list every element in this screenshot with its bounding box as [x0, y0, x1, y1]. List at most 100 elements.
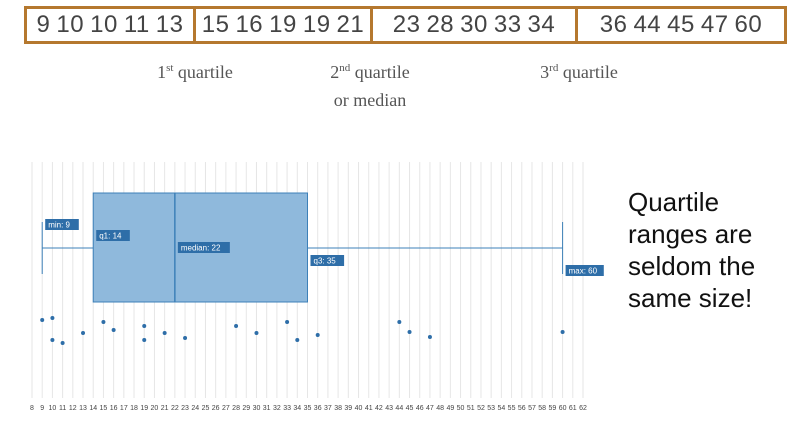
data-point	[142, 338, 147, 342]
group-3: 23 28 30 33 34	[370, 6, 578, 44]
data-point	[285, 320, 290, 324]
tick-label: 16	[110, 405, 118, 412]
data-point	[81, 331, 86, 335]
tick-label: 9	[40, 405, 44, 412]
tick-label: 8	[30, 405, 34, 412]
tick-label: 48	[436, 405, 444, 412]
tick-label: 47	[426, 405, 434, 412]
tick-label: 57	[528, 405, 536, 412]
tick-label: 23	[181, 405, 189, 412]
tick-label: 17	[120, 405, 128, 412]
tick-label: 53	[487, 405, 495, 412]
data-point	[111, 328, 116, 332]
data-point	[560, 330, 565, 334]
number: 33	[493, 11, 522, 38]
data-point	[183, 336, 188, 340]
tick-label: 38	[334, 405, 342, 412]
tick-label: 12	[69, 405, 77, 412]
data-point	[234, 324, 239, 328]
side-note: Quartile ranges are seldom the same size…	[628, 186, 798, 314]
tick-label: 49	[446, 405, 454, 412]
tick-label: 31	[263, 405, 271, 412]
number: 28	[426, 11, 455, 38]
box-plot-chart: 8 9 10 11 12 13 14 15 16 17 18 19 20 21 22 23 24 25 26 27 28…	[30, 162, 604, 412]
data-point	[427, 335, 432, 339]
data-point	[101, 320, 106, 324]
number: 45	[667, 11, 695, 38]
number: 44	[633, 11, 662, 38]
tick-label: 29	[242, 405, 250, 412]
tick-label: 21	[161, 405, 169, 412]
tick-label: 26	[212, 405, 220, 412]
tick-label: 19	[140, 405, 148, 412]
tick-label: 59	[548, 405, 556, 412]
median-tag	[177, 242, 230, 253]
data-point	[60, 341, 65, 345]
tick-label: 20	[151, 405, 159, 412]
data-point	[295, 338, 300, 342]
tick-label: 10	[49, 405, 57, 412]
data-point	[50, 338, 55, 342]
tick-label: 56	[518, 405, 526, 412]
q2-label: 2nd quartile or median	[330, 62, 410, 110]
number: 9	[36, 11, 51, 38]
number: 13	[155, 11, 184, 38]
tick-label: 28	[232, 405, 240, 412]
number: 36	[599, 11, 628, 38]
q3-tag-text: q3: 35	[314, 256, 337, 265]
tick-label: 37	[324, 405, 332, 412]
max-tag-text: max: 60	[569, 266, 598, 275]
tick-label: 44	[395, 405, 403, 412]
tick-label: 61	[569, 405, 577, 412]
tick-label: 35	[304, 405, 312, 412]
number: 11	[123, 11, 150, 38]
tick-label: 58	[538, 405, 546, 412]
tick-label: 24	[191, 405, 199, 412]
tick-label: 15	[100, 405, 108, 412]
max-tag	[565, 265, 604, 276]
tick-label: 39	[344, 405, 352, 412]
number: 15	[201, 11, 230, 38]
data-point	[407, 330, 412, 334]
data-point	[40, 318, 45, 322]
group-4: 36 44 45 47 60	[575, 6, 787, 44]
side-note-line: ranges are	[628, 219, 753, 249]
tick-label: 51	[467, 405, 475, 412]
tick-label: 54	[497, 405, 505, 412]
number: 10	[90, 11, 118, 38]
tick-label: 30	[253, 405, 261, 412]
data-point	[397, 320, 402, 324]
tick-label: 27	[222, 405, 230, 412]
side-note-line: seldom the	[628, 251, 756, 281]
tick-label: 18	[130, 405, 138, 412]
number: 21	[336, 11, 365, 38]
tick-label: 14	[89, 405, 97, 412]
q1-label: 1st quartile	[157, 62, 233, 82]
tick-label: 60	[559, 405, 567, 412]
q3-tag	[310, 255, 345, 266]
number: 16	[235, 11, 264, 38]
tick-label: 22	[171, 405, 179, 412]
number: 23	[392, 11, 421, 38]
tick-label: 32	[273, 405, 281, 412]
number: 19	[302, 11, 331, 38]
number: 30	[460, 11, 488, 38]
tick-label: 43	[385, 405, 393, 412]
side-note-line: Quartile	[628, 187, 720, 217]
tick-label: 55	[508, 405, 516, 412]
side-note-line: same size!	[628, 283, 753, 313]
q1-tag	[96, 230, 130, 241]
data-point	[315, 333, 320, 337]
tick-label: 41	[365, 405, 373, 412]
data-point	[142, 324, 147, 328]
tick-label: 62	[579, 405, 587, 412]
tick-label: 52	[477, 405, 485, 412]
tick-label: 34	[293, 405, 301, 412]
tick-label: 13	[79, 405, 87, 412]
tick-label: 25	[202, 405, 210, 412]
group-2: 15 16 19 19 21	[193, 6, 373, 44]
tick-label: 50	[457, 405, 465, 412]
number: 10	[56, 11, 85, 38]
tick-label: 42	[375, 405, 383, 412]
tick-label: 36	[314, 405, 322, 412]
